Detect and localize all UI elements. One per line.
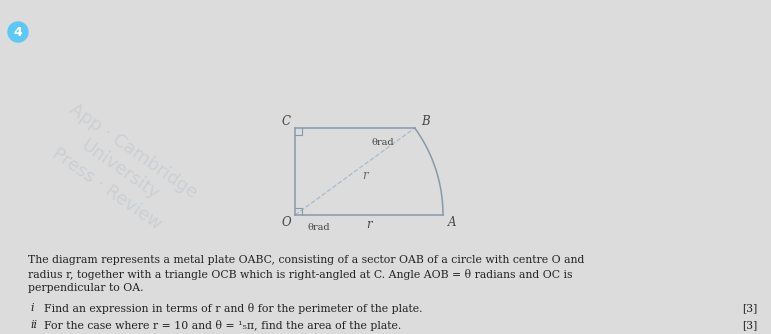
Text: radius r, together with a triangle OCB which is right-angled at C. Angle AOB = θ: radius r, together with a triangle OCB w… [28, 269, 573, 280]
Text: θrad: θrad [372, 138, 394, 147]
Text: For the case where r = 10 and θ = ¹₅π, find the area of the plate.: For the case where r = 10 and θ = ¹₅π, f… [44, 320, 401, 331]
Text: i: i [30, 303, 33, 313]
Text: Find an expression in terms of r and θ for the perimeter of the plate.: Find an expression in terms of r and θ f… [44, 303, 423, 314]
Circle shape [8, 22, 28, 42]
Text: B: B [422, 115, 430, 128]
Text: The diagram represents a metal plate ​OABC, consisting of a sector OAB of a circ: The diagram represents a metal plate ​OA… [28, 255, 584, 265]
Text: 4: 4 [14, 25, 22, 38]
Text: O: O [281, 215, 291, 228]
Text: θrad: θrad [308, 223, 330, 232]
Text: [3]: [3] [742, 320, 757, 330]
Text: App · Cambridge
University
Press · Review: App · Cambridge University Press · Revie… [39, 100, 201, 240]
Text: [3]: [3] [742, 303, 757, 313]
Text: A: A [448, 215, 456, 228]
Text: r: r [362, 169, 368, 182]
Text: r: r [366, 218, 372, 231]
Text: ii: ii [30, 320, 37, 330]
Text: perpendicular to OA.: perpendicular to OA. [28, 283, 143, 293]
Text: C: C [281, 115, 291, 128]
